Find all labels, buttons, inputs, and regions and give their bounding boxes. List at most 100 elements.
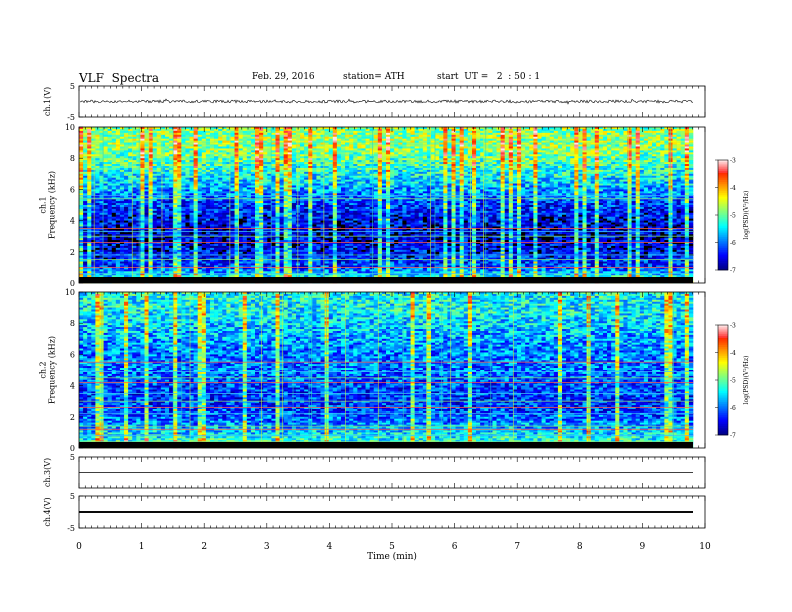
cell	[549, 179, 555, 182]
cell	[570, 175, 575, 178]
cell	[238, 156, 244, 159]
cell	[173, 136, 178, 139]
cell	[598, 183, 604, 186]
cell	[451, 175, 456, 178]
cell	[324, 183, 329, 186]
cell	[144, 130, 149, 134]
cell	[255, 130, 260, 134]
cell	[83, 166, 88, 169]
cell	[148, 166, 153, 169]
cell	[275, 140, 280, 143]
cell	[418, 183, 424, 186]
cell	[283, 146, 289, 149]
cell	[652, 167, 657, 171]
cell	[312, 134, 317, 138]
cell	[291, 132, 297, 136]
cell	[467, 164, 473, 167]
cell	[607, 167, 612, 171]
cell	[381, 185, 387, 188]
cell	[365, 158, 370, 161]
cell	[471, 167, 477, 171]
cell	[631, 128, 636, 132]
cell	[680, 134, 686, 138]
cell	[447, 179, 452, 182]
cell	[279, 142, 284, 145]
cell	[271, 171, 276, 175]
cell	[574, 160, 579, 163]
cell	[365, 181, 370, 184]
cell	[181, 187, 186, 190]
cell	[181, 150, 186, 153]
cell	[570, 150, 575, 153]
cell	[529, 164, 534, 167]
cell	[680, 128, 686, 132]
cell	[164, 142, 170, 145]
cell	[459, 167, 465, 171]
cell	[328, 173, 334, 177]
cell	[99, 177, 104, 180]
cell	[647, 148, 653, 151]
cell	[496, 164, 501, 167]
cell	[545, 127, 551, 130]
cell	[586, 185, 591, 188]
cell	[394, 127, 399, 130]
cell	[156, 179, 162, 182]
cell	[205, 128, 211, 132]
cell	[361, 148, 366, 151]
cell	[570, 152, 575, 155]
cell	[189, 142, 194, 145]
cell	[672, 128, 677, 132]
cell	[136, 177, 141, 180]
cell	[353, 132, 358, 136]
cell	[562, 183, 567, 186]
cell	[263, 128, 268, 132]
cell	[656, 152, 661, 155]
cell	[226, 130, 231, 134]
cell	[410, 169, 415, 173]
cell	[124, 160, 129, 163]
cell	[349, 171, 354, 175]
cell	[160, 167, 166, 171]
cell	[545, 185, 551, 188]
cell	[586, 164, 591, 167]
cell	[250, 130, 256, 134]
cell	[263, 132, 268, 136]
cell	[234, 177, 239, 180]
cell	[193, 158, 198, 161]
cell	[615, 183, 620, 186]
cell	[488, 142, 493, 145]
cell	[242, 177, 248, 180]
cell	[132, 171, 137, 175]
cell	[181, 156, 186, 159]
cell	[500, 183, 505, 186]
cell	[353, 181, 358, 184]
cell	[283, 144, 289, 147]
cell	[111, 127, 117, 130]
cell	[349, 177, 354, 180]
cell	[463, 162, 469, 165]
cell	[340, 169, 346, 173]
cell	[668, 136, 673, 139]
cell	[660, 144, 665, 147]
cell	[480, 169, 485, 173]
cell	[259, 150, 264, 153]
cell	[152, 156, 158, 159]
cell	[336, 144, 342, 147]
cell	[205, 148, 211, 151]
cell	[545, 134, 551, 138]
cell	[471, 166, 477, 169]
cell	[332, 187, 338, 190]
cell	[549, 134, 555, 138]
cell	[684, 183, 690, 186]
cell	[349, 150, 354, 153]
cell	[255, 187, 260, 190]
cell	[488, 175, 493, 178]
cell	[373, 146, 379, 149]
cell	[467, 130, 473, 134]
cell	[541, 144, 546, 147]
cell	[578, 158, 583, 161]
cell	[623, 181, 628, 184]
cell	[209, 171, 215, 175]
cell	[209, 142, 215, 145]
cell	[357, 183, 362, 186]
